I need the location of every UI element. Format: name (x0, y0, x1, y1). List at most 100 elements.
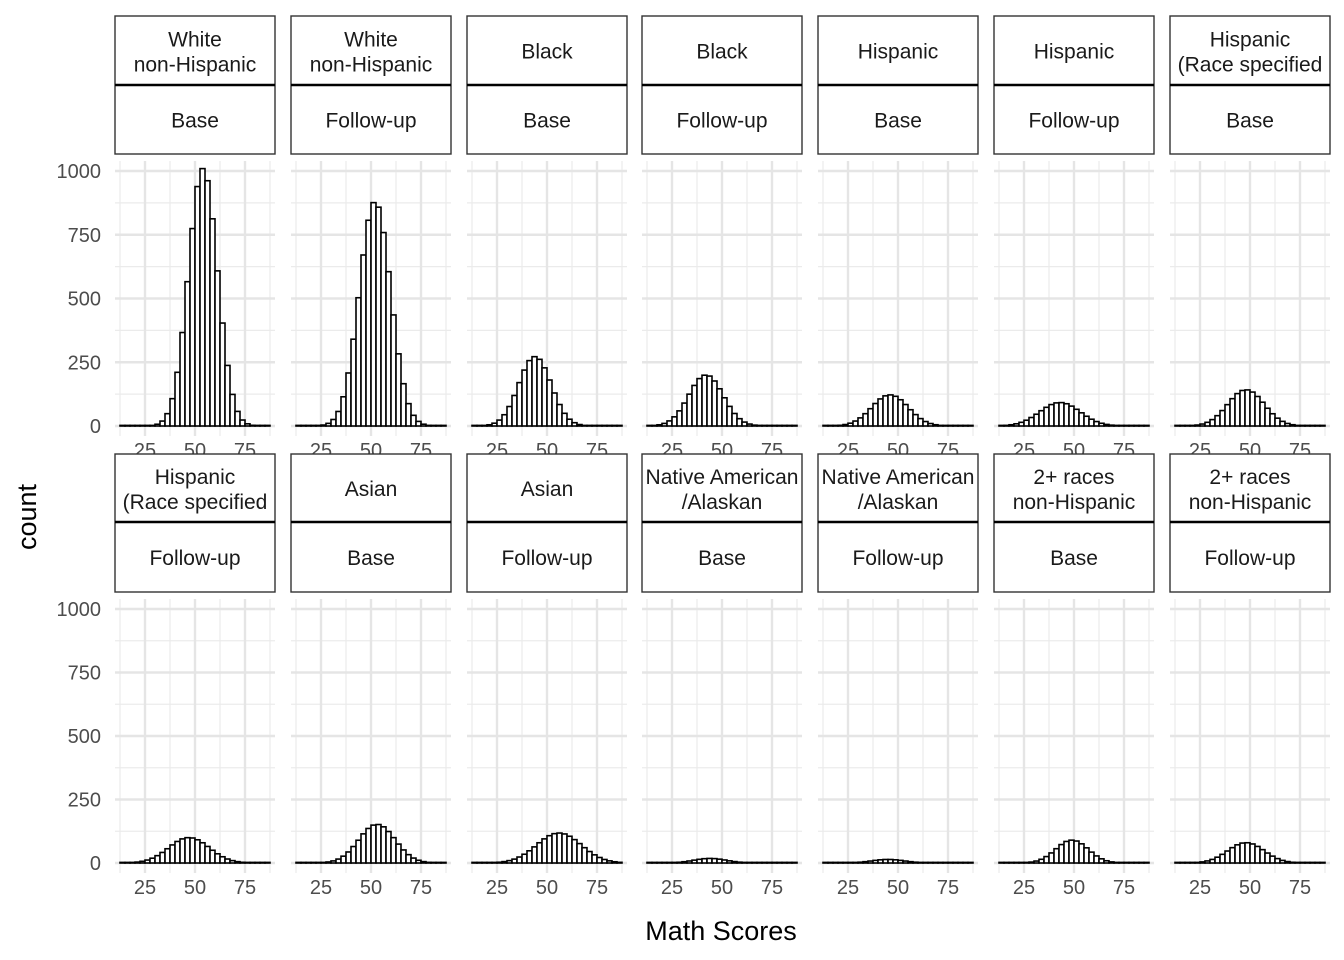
strip-label-group: White (344, 29, 398, 52)
x-tick-label: 75 (937, 877, 959, 899)
y-tick-label: 250 (68, 790, 101, 812)
x-tick-label: 50 (184, 877, 206, 899)
histogram-bar (1319, 424, 1326, 427)
strip-label-wave: Follow-up (852, 547, 943, 570)
strip-label-wave: Follow-up (676, 110, 767, 133)
x-tick-label: 25 (1189, 877, 1211, 899)
facet-panel: 25 50 75 Asian Follow-up (466, 453, 628, 899)
histogram-bar (616, 861, 623, 864)
strip-label-group: Asian (521, 478, 574, 501)
x-tick-label: 25 (486, 877, 508, 899)
facet-panel: 25 50 75 Asian Base (290, 453, 452, 899)
strip-label-group: 2+ races (1209, 466, 1290, 489)
strip-label-wave: Follow-up (1028, 110, 1119, 133)
histogram-bar (239, 419, 246, 427)
strip-label-wave: Follow-up (1204, 547, 1295, 570)
strip-label-group: non-Hispanic (310, 54, 433, 77)
x-tick-label: 50 (1239, 877, 1261, 899)
x-tick-label: 75 (586, 877, 608, 899)
strip-label-wave: Follow-up (325, 110, 416, 133)
y-tick-label: 0 (90, 416, 101, 438)
x-tick-label: 50 (360, 877, 382, 899)
histogram-bar (616, 424, 623, 427)
facet-panel: 25 50 75 Hispanic(Race specified Follow-up (114, 453, 276, 899)
strip-label-wave: Base (1226, 110, 1274, 133)
strip-label-wave: Base (1050, 547, 1098, 570)
y-axis-title: count (12, 483, 42, 550)
strip-label-group: Native American (822, 466, 975, 489)
y-tick-label: 500 (68, 726, 101, 748)
x-tick-label: 25 (1013, 877, 1035, 899)
histogram-bar (791, 861, 798, 864)
x-tick-label: 50 (536, 877, 558, 899)
y-tick-label: 1000 (57, 599, 102, 621)
histogram-bar (440, 861, 447, 864)
strip-label-group: non-Hispanic (1189, 491, 1312, 514)
y-tick-label: 250 (68, 352, 101, 374)
strip-label-wave: Base (171, 110, 219, 133)
strip-label-group: White (168, 29, 222, 52)
histogram-bar (1319, 861, 1326, 864)
strip-label-group: Black (696, 41, 748, 64)
histogram-bar (1143, 424, 1150, 427)
strip-label-group: (Race specified (123, 491, 268, 514)
y-tick-label: 500 (68, 289, 101, 311)
y-tick-label: 1000 (57, 161, 102, 183)
y-tick-label: 0 (90, 853, 101, 875)
x-axis-title: Math Scores (645, 916, 797, 946)
strip-label-group: Hispanic (858, 41, 939, 64)
y-tick-label: 750 (68, 663, 101, 685)
histogram-bar (264, 424, 271, 427)
x-tick-label: 50 (711, 877, 733, 899)
strip-label-wave: Follow-up (149, 547, 240, 570)
x-tick-label: 50 (1063, 877, 1085, 899)
strip-label-wave: Base (523, 110, 571, 133)
histogram-bar (1143, 861, 1150, 864)
x-tick-label: 25 (661, 877, 683, 899)
histogram-bar (440, 424, 447, 427)
x-tick-label: 75 (410, 877, 432, 899)
strip-label-group: /Alaskan (682, 491, 763, 514)
y-tick-label: 750 (68, 225, 101, 247)
strip-label-wave: Base (874, 110, 922, 133)
histogram-bar (229, 393, 236, 427)
strip-label-group: (Race specified (1178, 54, 1323, 77)
x-tick-label: 75 (1289, 877, 1311, 899)
histogram-bar (791, 424, 798, 427)
x-tick-label: 75 (234, 877, 256, 899)
x-tick-label: 25 (837, 877, 859, 899)
strip-label-group: Asian (345, 478, 398, 501)
strip-label-group: /Alaskan (858, 491, 939, 514)
histogram-bar (234, 410, 241, 427)
histogram-bar (967, 861, 974, 864)
histogram-bar (967, 424, 974, 427)
strip-label-group: Native American (646, 466, 799, 489)
x-tick-label: 50 (887, 877, 909, 899)
strip-label-group: Hispanic (1034, 41, 1115, 64)
strip-label-group: non-Hispanic (134, 54, 257, 77)
strip-label-wave: Follow-up (501, 547, 592, 570)
facet-panel: 25 50 75 Native American/Alaskan Base (641, 453, 803, 899)
strip-label-wave: Base (698, 547, 746, 570)
x-tick-label: 25 (310, 877, 332, 899)
x-tick-label: 75 (761, 877, 783, 899)
y-axis: 0 250 500 750 1000 0 250 500 750 1000 (57, 161, 102, 875)
strip-label-group: non-Hispanic (1013, 491, 1136, 514)
x-tick-label: 25 (134, 877, 156, 899)
histogram-bar (264, 861, 271, 864)
strip-label-group: Hispanic (1210, 29, 1291, 52)
strip-label-group: Black (521, 41, 573, 64)
strip-label-group: 2+ races (1033, 466, 1114, 489)
strip-label-group: Hispanic (155, 466, 236, 489)
